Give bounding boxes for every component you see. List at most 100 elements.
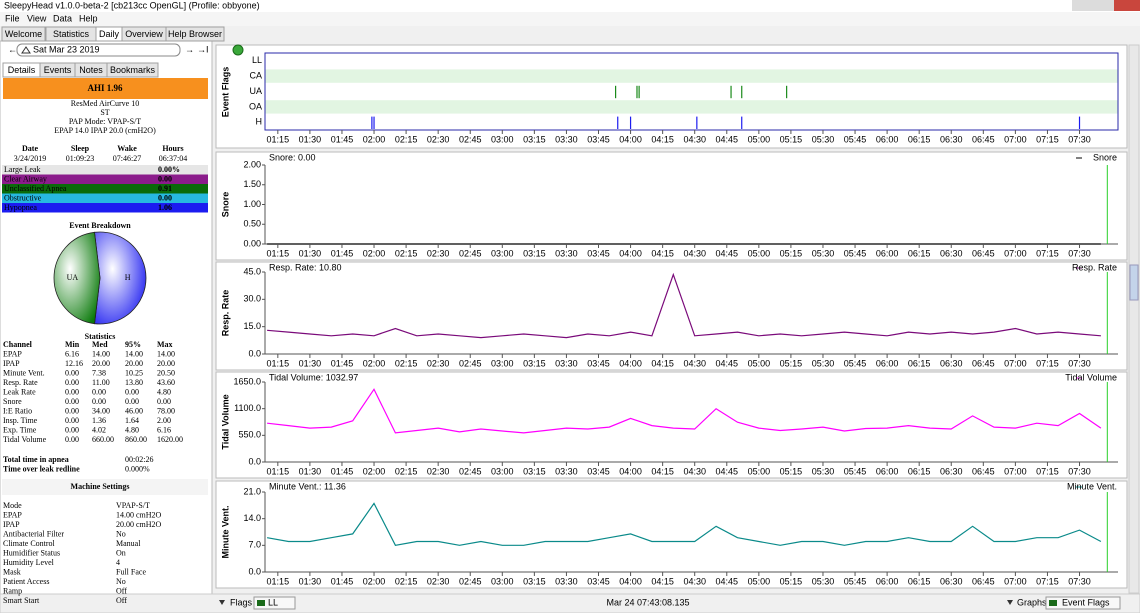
flag-row-band: [265, 69, 1118, 83]
statistics-value: 14.00: [125, 349, 143, 358]
menu-item[interactable]: File: [5, 13, 20, 23]
x-tick-label: 02:30: [427, 466, 450, 476]
total-value: 00:02:26: [125, 455, 153, 464]
event-row: [2, 184, 208, 194]
x-tick-label: 06:00: [876, 134, 899, 144]
forward-arrow[interactable]: →: [185, 44, 194, 54]
event-value: 1.06: [158, 203, 172, 212]
setting-name: Humidity Level: [3, 558, 55, 567]
calendar-toggle[interactable]: [21, 46, 31, 54]
statistics-value: 43.60: [157, 378, 175, 387]
statistics-channel: I:E Ratio: [3, 406, 32, 415]
y-tick-label: 1.50: [243, 179, 261, 189]
tab-label[interactable]: Help Browser: [168, 29, 222, 39]
total-label: Total time in apnea: [3, 455, 69, 464]
session-header: Hours: [162, 144, 183, 153]
statistics-value: 0.00: [92, 397, 106, 406]
statistics-value: 0.00: [65, 387, 79, 396]
last-day-arrow[interactable]: →I: [197, 44, 209, 54]
x-tick-label: 01:15: [267, 466, 290, 476]
x-tick-label: 01:15: [267, 248, 290, 258]
tab[interactable]: [165, 26, 225, 42]
statistics-channel: Leak Rate: [3, 387, 36, 396]
close-button[interactable]: [1114, 0, 1140, 11]
tab[interactable]: [1, 26, 46, 42]
side-tab-label[interactable]: Bookmarks: [110, 65, 156, 75]
tab-label[interactable]: Statistics: [53, 29, 90, 39]
graph-select[interactable]: [1045, 596, 1121, 610]
x-tick-label: 04:45: [716, 576, 739, 586]
x-tick-label: 07:15: [1036, 466, 1059, 476]
pin-icon[interactable]: [232, 44, 244, 56]
x-tick-label: 02:00: [363, 358, 386, 368]
graph-select-label[interactable]: Event Flags: [1062, 597, 1110, 607]
x-tick-label: 01:30: [299, 576, 322, 586]
side-tab-label[interactable]: Details: [8, 65, 36, 75]
menu-item[interactable]: Help: [79, 13, 98, 23]
plot-frame: [264, 52, 1119, 131]
date-label[interactable]: Sat Mar 23 2019: [33, 44, 100, 54]
flags-toggle[interactable]: [219, 600, 225, 605]
statistics-value: 660.00: [92, 435, 114, 444]
device-info: PAP Mode: VPAP-S/T: [69, 117, 141, 126]
flags-button[interactable]: Flags: [230, 597, 253, 607]
x-tick-label: 07:30: [1068, 248, 1091, 258]
window-title: SleepyHead v1.0.0-beta-2 [cb213cc OpenGL…: [4, 0, 260, 10]
waveform: [266, 502, 1102, 546]
x-tick-label: 05:30: [812, 358, 835, 368]
x-tick-label: 05:30: [812, 576, 835, 586]
side-tab[interactable]: [106, 62, 159, 78]
legend-label: Resp. Rate: [1072, 262, 1117, 272]
side-tab-label[interactable]: Notes: [79, 65, 103, 75]
back-arrow[interactable]: ←: [8, 44, 17, 54]
event-row: [2, 203, 208, 213]
menu-item[interactable]: Data: [53, 13, 72, 23]
y-tick-label: 15.0: [243, 321, 261, 331]
statistics-value: 0.00: [65, 435, 79, 444]
statistics-header: 95%: [125, 340, 141, 349]
scrollbar[interactable]: [1128, 44, 1140, 594]
x-tick-label: 06:30: [940, 248, 963, 258]
tab-label[interactable]: Daily: [99, 29, 120, 39]
x-tick-label: 01:15: [267, 576, 290, 586]
x-tick-label: 03:00: [491, 576, 514, 586]
x-tick-label: 02:15: [395, 358, 418, 368]
menu-bar: [0, 12, 1140, 26]
x-tick-label: 05:15: [780, 358, 803, 368]
x-tick-label: 04:00: [619, 134, 642, 144]
graphs-toggle[interactable]: [1007, 600, 1013, 605]
device-info: ST: [100, 108, 109, 117]
statistics-value: 0.00: [125, 397, 139, 406]
readout: Tidal Volume: 1032.97: [269, 372, 358, 382]
x-tick-label: 05:00: [748, 466, 771, 476]
tab-label[interactable]: Overview: [125, 29, 163, 39]
side-tab-label[interactable]: Events: [44, 65, 72, 75]
date-field[interactable]: [16, 43, 181, 57]
x-tick-label: 03:15: [523, 248, 546, 258]
graphs-button[interactable]: Graphs: [1017, 597, 1047, 607]
y-tick-label: 7.0: [248, 540, 261, 550]
x-tick-label: 04:30: [683, 466, 706, 476]
statistics-channel: Minute Vent.: [3, 368, 45, 377]
flag-select-label[interactable]: LL: [268, 597, 278, 607]
tab-label[interactable]: Welcome: [5, 29, 42, 39]
x-tick-label: 02:45: [459, 248, 482, 258]
statistics-value: 6.16: [157, 425, 171, 434]
scrollbar-thumb[interactable]: [1129, 264, 1139, 301]
x-tick-label: 04:15: [651, 134, 674, 144]
x-tick-label: 05:45: [844, 466, 867, 476]
setting-value: On: [116, 548, 126, 557]
statistics-value: 0.00: [65, 406, 79, 415]
window-controls[interactable]: [1072, 0, 1140, 11]
menu-item[interactable]: View: [27, 13, 47, 23]
x-tick-label: 06:45: [972, 466, 995, 476]
session-header: Date: [22, 144, 38, 153]
bottom-bar: [0, 593, 1140, 613]
x-tick-label: 03:30: [555, 134, 578, 144]
x-tick-label: 04:45: [716, 466, 739, 476]
x-tick-label: 02:30: [427, 248, 450, 258]
x-tick-label: 01:30: [299, 466, 322, 476]
x-tick-label: 06:15: [908, 466, 931, 476]
x-tick-label: 04:15: [651, 358, 674, 368]
